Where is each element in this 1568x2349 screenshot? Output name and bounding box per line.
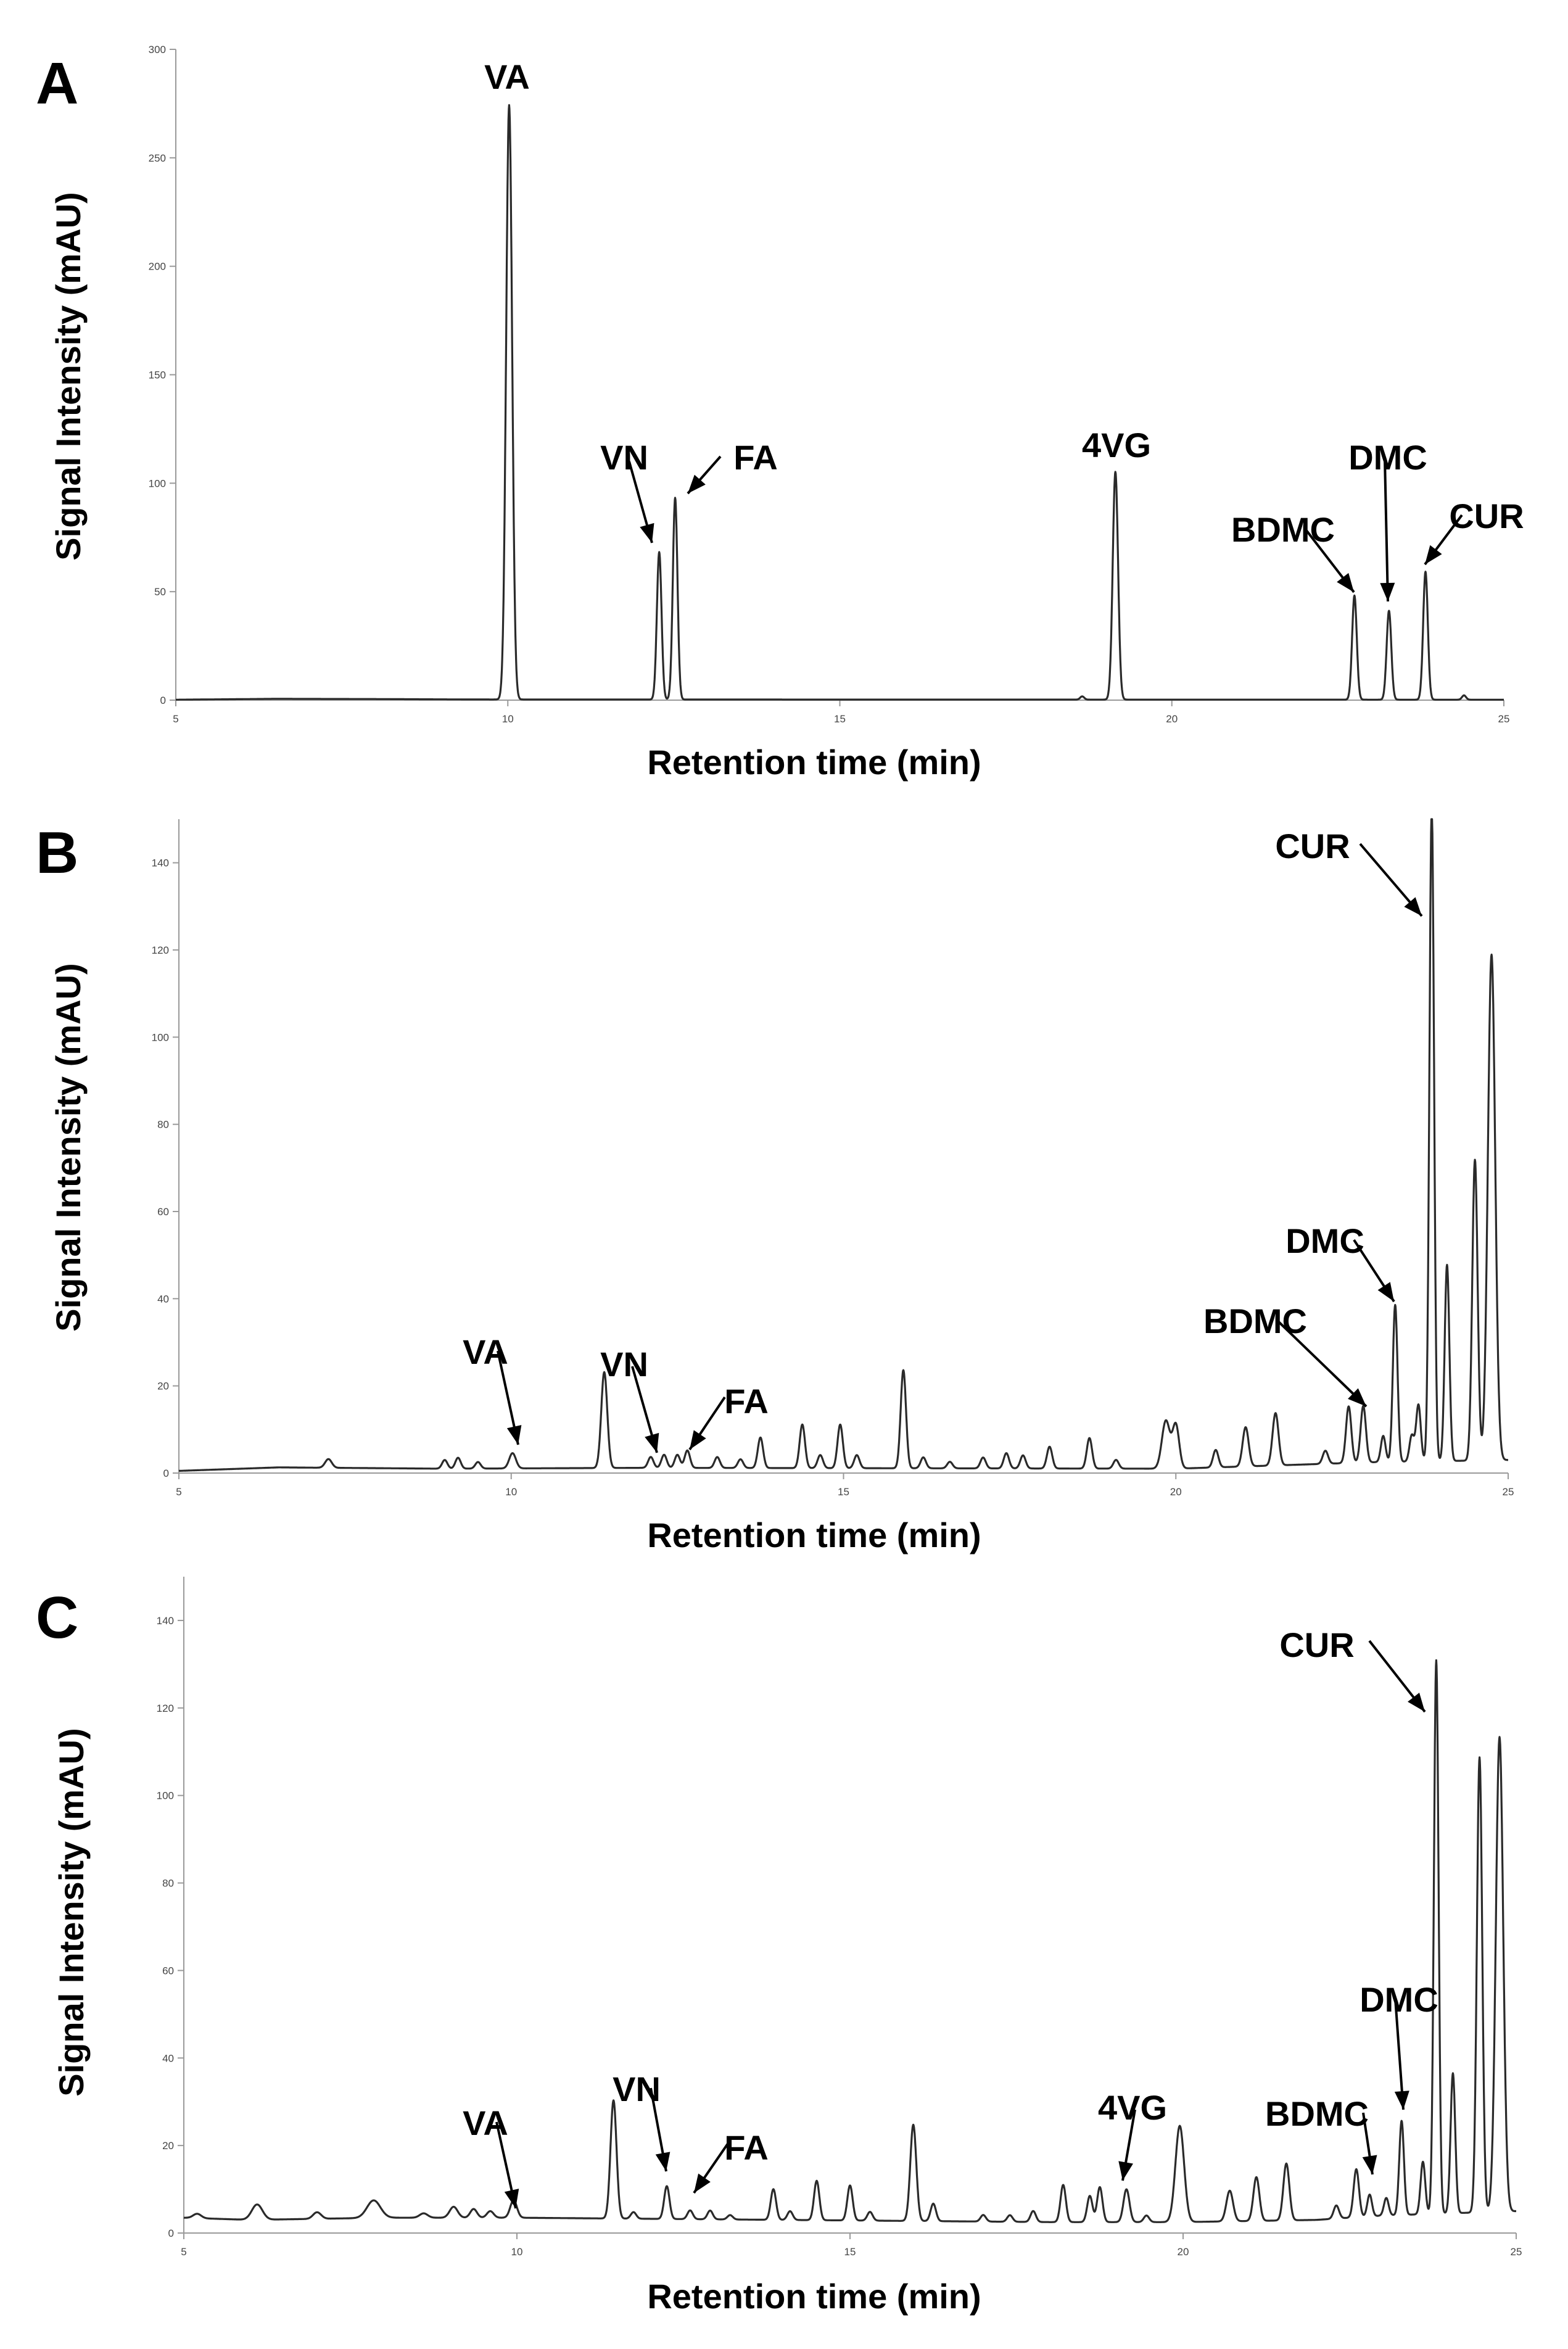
y-tick-label: 40 <box>157 1293 169 1305</box>
peak-arrowhead-dmc <box>1377 1282 1394 1302</box>
y-tick-label: 50 <box>154 586 166 598</box>
x-tick-label: 15 <box>834 713 846 725</box>
x-axis-title: Retention time (min) <box>647 1516 981 1554</box>
y-tick-label: 120 <box>157 1703 174 1714</box>
y-tick-label: 80 <box>157 1119 169 1131</box>
peak-arrowhead-4vg <box>1118 2161 1133 2181</box>
y-axis-title: Signal Intensity (mAU) <box>52 1728 91 2096</box>
y-tick-label: 20 <box>162 2140 174 2152</box>
x-tick-label: 5 <box>173 713 178 725</box>
peak-arrowhead-vn <box>640 522 654 543</box>
chromatogram-trace <box>178 818 1509 1472</box>
y-tick-label: 120 <box>152 944 169 956</box>
y-tick-label: 40 <box>162 2052 174 2064</box>
peak-arrowhead-cur <box>1404 897 1422 916</box>
panel-letter: C <box>36 1585 78 1651</box>
peak-label-vn: VN <box>600 1345 648 1384</box>
peak-label-va: VA <box>463 2103 508 2142</box>
peak-arrowhead-vn <box>655 2152 671 2171</box>
chart-panel-a: A 0 50 100 150 200 250 300 5 10 15 20 25 Retention ti… <box>36 44 1524 782</box>
peak-arrowhead-bdmc <box>1362 2155 1377 2174</box>
y-tick-label: 60 <box>157 1206 169 1218</box>
x-tick-label: 10 <box>511 2246 523 2258</box>
peak-arrowhead-cur <box>1408 1692 1425 1712</box>
peak-label-fa: FA <box>724 2128 769 2167</box>
peak-arrow-dmc <box>1384 459 1389 602</box>
x-tick-label: 25 <box>1503 1486 1514 1498</box>
peak-arrowhead-cur <box>1425 545 1442 564</box>
peak-arrowhead-vn <box>645 1432 659 1453</box>
y-tick-label: 80 <box>162 1878 174 1889</box>
peak-arrowhead-bdmc <box>1348 1388 1366 1406</box>
x-tick-label: 25 <box>1511 2246 1522 2258</box>
peak-arrow-dmc <box>1394 1998 1405 2110</box>
x-tick-label: 20 <box>1166 713 1178 725</box>
peak-label-cur: CUR <box>1279 1625 1354 1664</box>
peak-label-dmc: DMC <box>1360 1980 1438 2019</box>
peak-label-dmc: DMC <box>1348 438 1427 477</box>
y-tick-label: 100 <box>152 1031 169 1043</box>
peak-arrow-bdmc <box>1276 1319 1368 1408</box>
panel-letter: B <box>36 820 78 886</box>
peak-label-cur: CUR <box>1275 827 1350 865</box>
y-tick-label: 60 <box>162 1965 174 1976</box>
y-tick-label: 300 <box>149 44 166 56</box>
x-tick-label: 20 <box>1170 1486 1182 1498</box>
peak-arrowhead-fa <box>688 474 706 493</box>
y-tick-label: 250 <box>149 152 166 164</box>
x-tick-label: 10 <box>502 713 514 725</box>
y-axis-title: Signal Intensity (mAU) <box>49 192 88 560</box>
x-tick-label: 5 <box>176 1486 181 1498</box>
peak-arrowhead-va <box>506 1425 522 1445</box>
peak-label-vn: VN <box>600 438 648 477</box>
peak-label-fa: FA <box>733 438 778 477</box>
y-tick-label: 140 <box>152 857 169 869</box>
y-tick-label: 20 <box>157 1381 169 1392</box>
chart-panel-b: B 0 20 40 60 80 100 120 140 5 10 15 20 25 Retention ti… <box>36 818 1514 1554</box>
y-axis-title: Signal Intensity (mAU) <box>49 963 88 1331</box>
y-tick-label: 100 <box>157 1790 174 1802</box>
y-tick-label: 0 <box>160 695 166 706</box>
peak-arrowhead-va <box>504 2189 519 2208</box>
peak-label-bdmc: BDMC <box>1231 510 1335 549</box>
y-tick-label: 0 <box>163 1468 169 1479</box>
peak-arrowhead-dmc <box>1380 582 1395 601</box>
x-tick-label: 5 <box>181 2246 186 2258</box>
peak-arrowhead-fa <box>690 1430 706 1450</box>
peak-arrowhead-bdmc <box>1337 572 1354 592</box>
x-tick-label: 15 <box>844 2246 856 2258</box>
x-tick-label: 20 <box>1178 2246 1189 2258</box>
peak-label-va: VA <box>484 57 530 96</box>
peak-label-fa: FA <box>724 1382 769 1421</box>
x-tick-label: 25 <box>1498 713 1510 725</box>
chromatogram-trace <box>175 104 1505 701</box>
y-tick-label: 200 <box>149 261 166 273</box>
peak-label-dmc: DMC <box>1285 1221 1364 1260</box>
x-tick-label: 10 <box>505 1486 517 1498</box>
y-tick-label: 150 <box>149 369 166 381</box>
peak-arrowhead-dmc <box>1394 2091 1409 2110</box>
y-tick-label: 140 <box>157 1615 174 1627</box>
y-tick-label: 100 <box>149 477 166 489</box>
x-tick-label: 15 <box>838 1486 849 1498</box>
chart-panel-c: C 0 20 40 60 80 100 120 140 5 10 15 20 25 Retention ti… <box>36 1577 1522 2316</box>
peak-label-bdmc: BDMC <box>1265 2094 1369 2133</box>
x-axis-title: Retention time (min) <box>647 743 981 782</box>
x-axis-title: Retention time (min) <box>647 2277 981 2316</box>
y-tick-label: 0 <box>168 2227 174 2239</box>
panel-letter: A <box>36 51 78 117</box>
peak-label-4vg: 4VG <box>1082 426 1151 464</box>
peak-arrowhead-fa <box>694 2173 711 2193</box>
chromatogram-trace <box>183 1659 1517 2223</box>
